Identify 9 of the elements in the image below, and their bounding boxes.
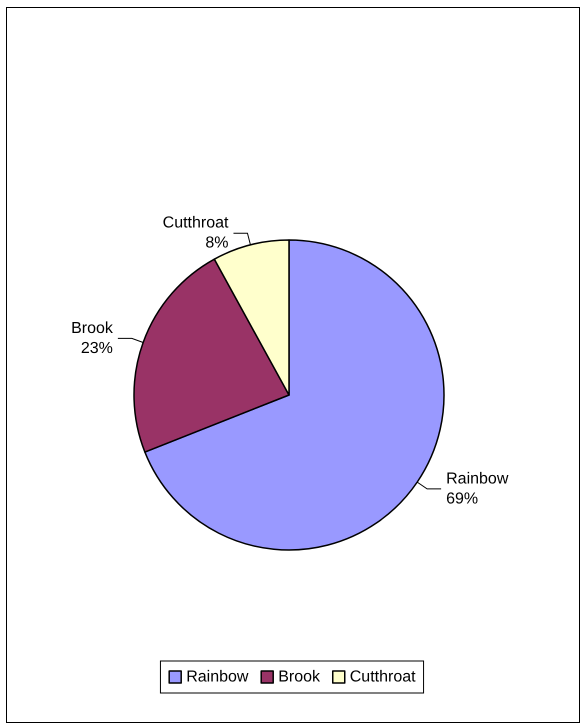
data-label: 8% bbox=[205, 234, 228, 252]
slice-label: Rainbow bbox=[446, 470, 509, 488]
slice-label: Cutthroat bbox=[162, 214, 230, 232]
legend-label: Cutthroat bbox=[350, 668, 416, 686]
data-label: 69% bbox=[446, 490, 478, 508]
slice-label: Brook bbox=[71, 320, 114, 337]
legend-label: Brook bbox=[278, 668, 321, 686]
legend-label: Rainbow bbox=[186, 668, 249, 686]
data-label: 23% bbox=[80, 340, 113, 357]
